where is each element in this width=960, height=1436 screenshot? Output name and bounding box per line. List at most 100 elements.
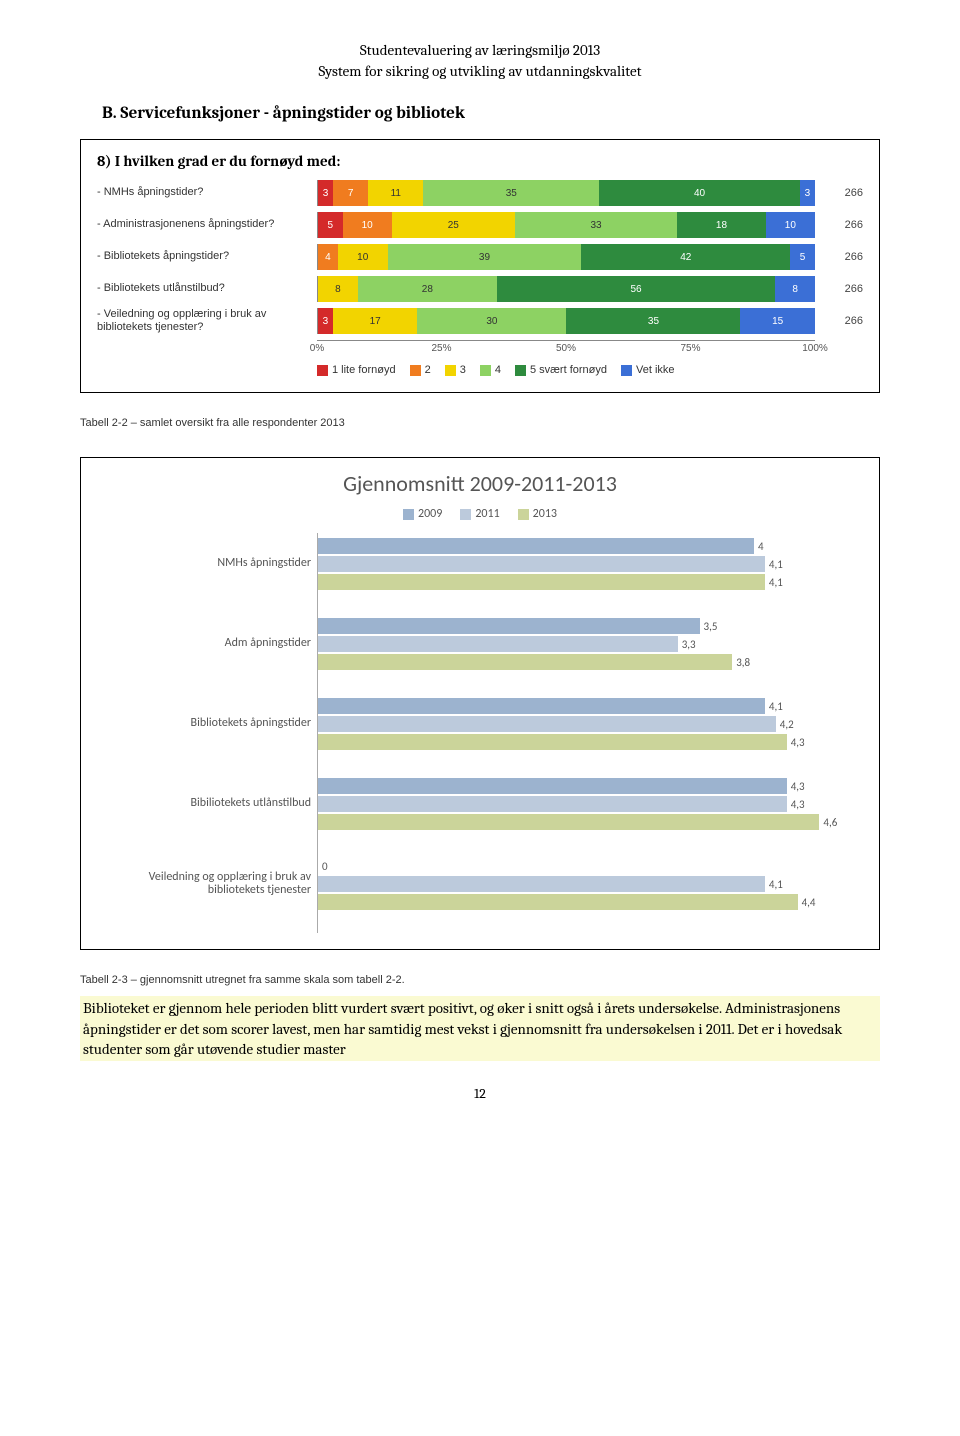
grouped-bar-value: 4,4 (798, 893, 816, 911)
page-number: 12 (80, 1085, 880, 1102)
grouped-category-bars: 44,14,1 (318, 533, 863, 595)
legend-swatch (445, 365, 456, 376)
x-tick: 25% (431, 343, 451, 354)
grouped-chart-title: Gjennomsnitt 2009-2011-2013 (97, 470, 863, 497)
grouped-bar-wrap: 4,3 (318, 777, 863, 795)
grouped-bar-value: 4,3 (787, 777, 805, 795)
grouped-bar-value: 0 (318, 857, 328, 875)
grouped-bar-wrap: 0 (318, 857, 863, 875)
grouped-category-label: Bibliotekets åpningstider (97, 693, 317, 755)
legend-item: 2 (410, 364, 431, 376)
grouped-chart-legend: 2009 2011 2013 (97, 507, 863, 521)
grouped-bar (318, 734, 787, 750)
stacked-segment: 35 (566, 308, 740, 334)
stacked-bar: 371135403 (317, 180, 815, 206)
stacked-segment: 10 (766, 212, 815, 238)
grouped-bar-wrap: 4,1 (318, 555, 863, 573)
stacked-segment: 5 (318, 212, 343, 238)
section-heading: B. Servicefunksjoner - åpningstider og b… (80, 104, 880, 123)
grouped-category-label: Bibiliotekets utlånstilbud (97, 773, 317, 835)
grouped-bar-wrap: 3,8 (318, 653, 863, 671)
page-header-line-2: System for sikring og utvikling av utdan… (80, 61, 880, 82)
caption-2-3: Tabell 2-3 – gjennomsnitt utregnet fra s… (80, 974, 880, 986)
grouped-bar (318, 538, 754, 554)
legend-swatch (480, 365, 491, 376)
stacked-segment: 4 (318, 244, 338, 270)
q8-stacked-chart: - NMHs åpningstider?371135403266- Admini… (97, 180, 863, 376)
x-tick: 50% (556, 343, 576, 354)
grouped-bar-wrap: 4,2 (318, 715, 863, 733)
grouped-bar-value: 4,1 (765, 573, 783, 591)
x-tick: 75% (680, 343, 700, 354)
grouped-bar-value: 3,3 (678, 635, 696, 653)
stacked-segment: 17 (333, 308, 417, 334)
grouped-bar-wrap: 3,5 (318, 617, 863, 635)
stacked-bar: 317303515 (317, 308, 815, 334)
caption-2-2: Tabell 2-2 – samlet oversikt fra alle re… (80, 417, 880, 429)
grouped-bar-value: 4,1 (765, 697, 783, 715)
legend-swatch (515, 365, 526, 376)
x-tick: 0% (310, 343, 324, 354)
stacked-segment: 10 (338, 244, 388, 270)
grouped-category-label: Adm åpningstider (97, 613, 317, 675)
grouped-category-bars: 0 4,1 4,4 (318, 853, 863, 915)
grouped-bar-value: 4,3 (787, 795, 805, 813)
grouped-box: Gjennomsnitt 2009-2011-2013 2009 2011 2013… (80, 457, 880, 950)
legend-swatch (621, 365, 632, 376)
legend-item: 5 svært fornøyd (515, 364, 607, 376)
grouped-bar-value: 4,6 (819, 813, 837, 831)
stacked-segment: 15 (740, 308, 815, 334)
grouped-bar-wrap: 4,1 (318, 573, 863, 591)
grouped-bar-value: 4,3 (787, 733, 805, 751)
grouped-category-label: NMHs åpningstider (97, 533, 317, 595)
stacked-segment: 3 (800, 180, 815, 206)
stacked-segment: 8 (318, 276, 358, 302)
grouped-bar (318, 618, 700, 634)
stacked-segment: 42 (581, 244, 790, 270)
grouped-chart-plot: NMHs åpningstider Adm åpningstider Bibliot… (97, 533, 863, 933)
stacked-row-label: - Bibliotekets åpningstider? (97, 250, 317, 263)
grouped-bar-wrap: 4,1 (318, 697, 863, 715)
stacked-row: - Veiledning og opplæring i bruk av bibl… (97, 308, 863, 334)
grouped-bar-value: 4,2 (776, 715, 794, 733)
legend-label: 2013 (533, 507, 557, 521)
stacked-segment: 8 (775, 276, 815, 302)
stacked-segment: 30 (417, 308, 566, 334)
legend-label: 3 (460, 364, 466, 376)
legend-label: 5 svært fornøyd (530, 364, 607, 376)
grouped-legend-item: 2009 (403, 507, 442, 521)
legend-label: 2011 (475, 507, 499, 521)
stacked-bar: 51025331810 (317, 212, 815, 238)
stacked-segment: 28 (358, 276, 497, 302)
x-tick: 100% (802, 343, 828, 354)
legend-label: 4 (495, 364, 501, 376)
stacked-legend: 1 lite fornøyd2345 svært fornøydVet ikke (317, 364, 863, 376)
grouped-category-bars: 4,14,24,3 (318, 693, 863, 755)
legend-item: 3 (445, 364, 466, 376)
stacked-segment: 18 (677, 212, 766, 238)
stacked-segment: 3 (318, 180, 333, 206)
grouped-bar-value: 4,1 (765, 875, 783, 893)
page-header-line-1: Studentevaluering av læringsmiljø 2013 (80, 40, 880, 61)
stacked-row: - Bibliotekets utlånstilbud?828568266 (97, 276, 863, 302)
stacked-row-label: - Veiledning og opplæring i bruk av bibl… (97, 308, 317, 334)
stacked-segment: 3 (318, 308, 333, 334)
grouped-bar (318, 556, 765, 572)
grouped-bar-wrap: 4,3 (318, 733, 863, 751)
grouped-chart: Gjennomsnitt 2009-2011-2013 2009 2011 2013… (97, 470, 863, 933)
q8-box: 8) I hvilken grad er du fornøyd med: - N… (80, 139, 880, 393)
legend-swatch (317, 365, 328, 376)
stacked-row-total: 266 (815, 187, 863, 199)
grouped-bar-value: 3,5 (700, 617, 718, 635)
stacked-x-axis: 0% 25% 50% 75% 100% (97, 340, 863, 358)
grouped-category-label: Veiledning og opplæring i bruk av biblio… (97, 853, 317, 915)
grouped-bar (318, 814, 819, 830)
legend-swatch (410, 365, 421, 376)
grouped-bar (318, 778, 787, 794)
q8-title: 8) I hvilken grad er du fornøyd med: (97, 152, 863, 170)
stacked-row: - NMHs åpningstider?371135403266 (97, 180, 863, 206)
grouped-bar-value: 4,1 (765, 555, 783, 573)
grouped-bar-wrap: 4,3 (318, 795, 863, 813)
stacked-row-label: - NMHs åpningstider? (97, 186, 317, 199)
stacked-segment: 25 (392, 212, 515, 238)
